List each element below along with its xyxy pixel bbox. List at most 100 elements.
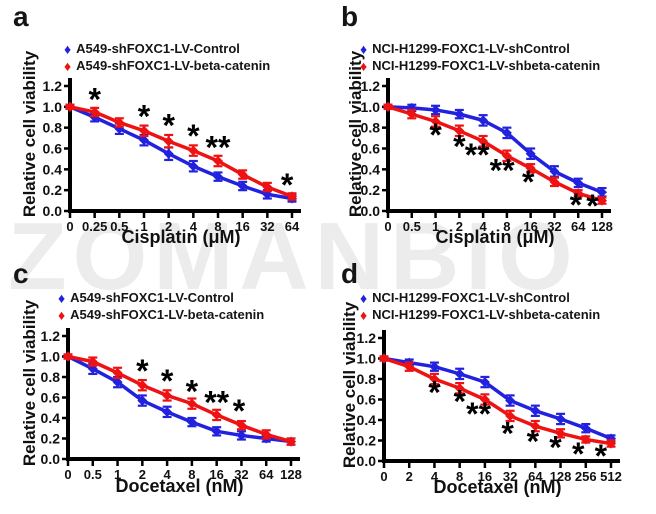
panel-c: c ♦ A549-shFOXC1-LV-Control ♦ A549-shFOX… xyxy=(0,257,328,514)
y-tick-label: 1.0 xyxy=(43,99,63,115)
y-tick-label: 0.2 xyxy=(357,433,377,449)
significance-asterisk: ** xyxy=(465,137,490,173)
diamond-marker-icon: ♦ xyxy=(360,289,368,306)
diamond-marker-icon xyxy=(87,363,98,374)
watermark-text: ZOMANBIO xyxy=(8,203,579,310)
legend-item: ♦ A549-shFOXC1-LV-beta-catenin xyxy=(64,57,270,74)
legend-label: A549-shFOXC1-LV-Control xyxy=(70,290,234,305)
x-tick-label: 16 xyxy=(523,219,537,234)
diamond-marker-icon xyxy=(162,390,173,401)
legend-item: ♦ NCI-H1299-FOXC1-LV-shbeta-catenin xyxy=(360,57,600,74)
x-tick-label: 2 xyxy=(139,467,146,482)
significance-asterisk: * xyxy=(428,374,441,410)
diamond-marker-icon xyxy=(236,420,247,431)
significance-asterisk: * xyxy=(453,128,466,164)
diamond-marker-icon xyxy=(114,117,125,128)
diamond-marker-icon xyxy=(573,177,584,188)
diamond-marker-icon xyxy=(454,125,465,136)
diamond-marker-icon xyxy=(163,148,174,159)
y-tick-label: 0.0 xyxy=(357,453,377,469)
x-tick-label: 64 xyxy=(571,219,586,234)
diamond-marker-icon xyxy=(237,181,248,191)
significance-asterisk: * xyxy=(136,353,149,389)
diamond-marker-icon xyxy=(383,101,393,112)
x-tick-label: 4 xyxy=(479,219,487,234)
panel-a: a ♦ A549-shFOXC1-LV-Control ♦ A549-shFOX… xyxy=(0,0,328,257)
panel-a-legend: ♦ A549-shFOXC1-LV-Control ♦ A549-shFOXC1… xyxy=(64,40,270,74)
diamond-marker-icon xyxy=(211,409,222,420)
y-tick-label: 1.2 xyxy=(41,328,61,344)
diamond-marker-icon: ♦ xyxy=(64,40,72,57)
y-tick-label: 0.4 xyxy=(41,410,61,426)
significance-asterisk: * xyxy=(522,164,535,200)
series-0 xyxy=(379,353,616,444)
axes: 0.0 0.2 0.4 0.6 0.8 1.0 1.2 0 2 4 8 16 32 64 128 256 512 xyxy=(357,330,622,484)
significance-asterisk: * xyxy=(233,393,246,429)
legend-label: A549-shFOXC1-LV-Control xyxy=(76,41,240,56)
panel-c-label: c xyxy=(13,258,29,289)
diamond-marker-icon xyxy=(213,156,223,166)
diamond-marker-icon: ♦ xyxy=(360,306,368,323)
significance-asterisk: * xyxy=(161,363,174,399)
x-tick-label: 2 xyxy=(456,219,463,234)
series-line xyxy=(383,356,612,446)
panel-b: b ♦ NCI-H1299-FOXC1-LV-shControl ♦ NCI-H… xyxy=(328,0,656,257)
legend-item: ♦ A549-shFOXC1-LV-Control xyxy=(58,289,264,306)
diamond-marker-icon: ♦ xyxy=(360,57,368,74)
significance-asterisk: * xyxy=(138,98,151,134)
diamond-marker-icon xyxy=(139,135,149,146)
y-tick-label: 0.8 xyxy=(41,369,61,385)
legend-item: ♦ NCI-H1299-FOXC1-LV-shControl xyxy=(360,40,600,57)
y-tick-label: 0.0 xyxy=(361,203,381,219)
significance-asterisk: * xyxy=(429,117,442,153)
series-1 xyxy=(379,353,616,449)
series-line xyxy=(383,356,612,441)
x-tick-label: 64 xyxy=(259,467,274,482)
diamond-marker-icon xyxy=(525,148,536,159)
diamond-marker-icon xyxy=(261,429,272,440)
legend-label: NCI-H1299-FOXC1-LV-shControl xyxy=(372,41,570,56)
x-tick-label: 64 xyxy=(528,469,543,484)
panel-d-label: d xyxy=(341,258,359,289)
significance-asterisk: * xyxy=(527,424,540,460)
y-tick-label: 0.6 xyxy=(43,141,63,157)
x-tick-label: 16 xyxy=(209,467,223,482)
diamond-marker-icon xyxy=(478,136,489,147)
diamond-marker-icon xyxy=(597,195,607,206)
panel-a-plot: 0.0 0.2 0.4 0.6 0.8 1.0 1.2 0 0.25 0.5 1 2 4 8 16 32 64 C… xyxy=(43,78,301,247)
diamond-marker-icon xyxy=(530,421,541,432)
diamond-marker-icon xyxy=(137,395,148,406)
y-tick-label: 0.6 xyxy=(361,141,381,157)
x-tick-label: 512 xyxy=(600,469,622,484)
series-line xyxy=(69,105,293,199)
x-tick-label: 0.25 xyxy=(82,219,107,234)
y-tick-label: 1.2 xyxy=(43,78,63,94)
significance-asterisk: * xyxy=(549,430,562,466)
series-line xyxy=(67,354,292,444)
diamond-marker-icon xyxy=(237,169,248,180)
diamond-marker-icon xyxy=(479,377,490,388)
diamond-marker-icon xyxy=(287,191,297,202)
significance-asterisk: * xyxy=(595,438,608,474)
legend-label: NCI-H1299-FOXC1-LV-shbeta-catenin xyxy=(372,58,601,73)
diamond-marker-icon xyxy=(211,426,222,437)
diamond-marker-icon xyxy=(525,163,536,174)
panel-d-plot: 0.0 0.2 0.4 0.6 0.8 1.0 1.2 0 2 4 8 16 32 64 128 256 512… xyxy=(357,330,622,497)
diamond-marker-icon xyxy=(505,410,516,421)
diamond-marker-icon xyxy=(262,182,273,193)
diamond-marker-icon xyxy=(213,171,223,182)
y-tick-label: 1.0 xyxy=(41,349,61,365)
y-tick-label: 0.8 xyxy=(361,120,381,136)
significance-asterisk: * xyxy=(586,188,599,224)
diamond-marker-icon: ♦ xyxy=(58,289,66,306)
diamond-marker-icon xyxy=(429,374,440,384)
x-tick-label: 32 xyxy=(234,467,248,482)
diamond-marker-icon xyxy=(454,109,465,120)
x-axis-title: Cisplatin (μM) xyxy=(435,227,554,247)
diamond-marker-icon xyxy=(549,176,560,187)
diamond-marker-icon xyxy=(580,434,591,445)
significance-asterisk: * xyxy=(570,187,583,223)
significance-asterisk: ** xyxy=(490,152,515,188)
legend-label: A549-shFOXC1-LV-beta-catenin xyxy=(70,307,265,322)
